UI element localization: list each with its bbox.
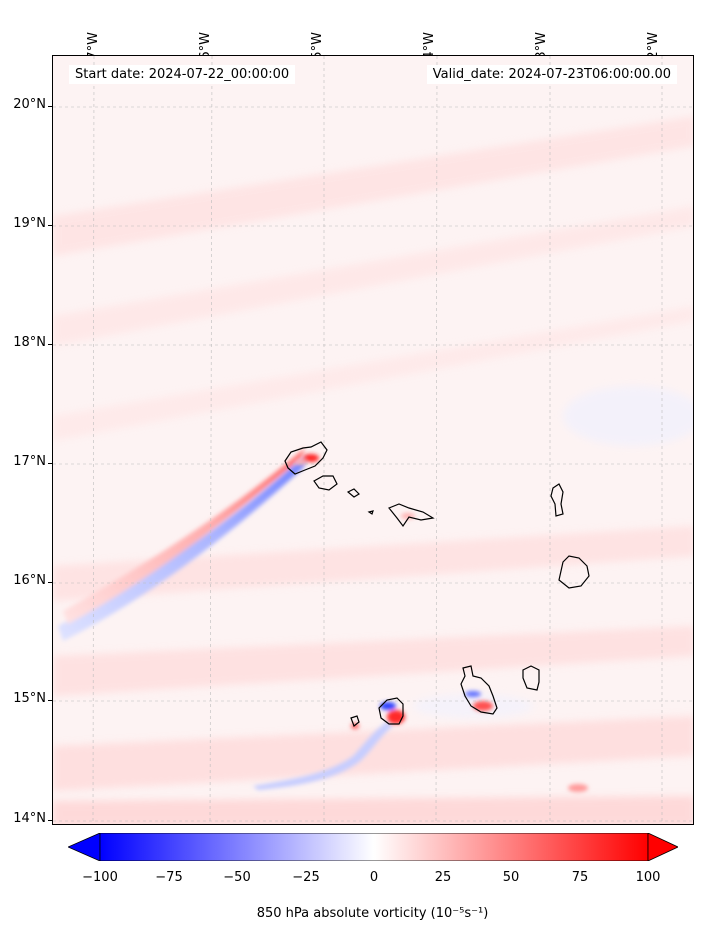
island-fogo [378, 697, 404, 725]
colorbar-tick-label: 75 [571, 870, 589, 885]
island-brava [350, 715, 360, 727]
lat-label-16n: 16°N [13, 573, 46, 588]
island-sao-nicolau [388, 503, 435, 528]
island-sal [550, 483, 564, 517]
colorbar-body [99, 833, 649, 861]
colorbar-title: 850 hPa absolute vorticity (10⁻⁵s⁻¹) [0, 906, 703, 921]
colorbar-tick-label: 0 [369, 870, 379, 885]
lat-label-17n: 17°N [13, 454, 46, 469]
lat-tick [48, 820, 52, 821]
lat-label-18n: 18°N [13, 335, 46, 350]
lat-tick [48, 106, 52, 107]
lat-tick [48, 344, 52, 345]
vorticity-south-wake [253, 721, 393, 790]
graticule [53, 56, 693, 824]
island-santo-antao [284, 441, 328, 475]
island-santiago [460, 665, 498, 715]
lat-label-15n: 15°N [13, 691, 46, 706]
island-boa-vista [558, 555, 590, 589]
vorticity-field [53, 56, 693, 824]
island-sao-vicente [313, 475, 338, 491]
colorbar-extend-max [647, 833, 678, 861]
coastlines [284, 441, 590, 727]
map-frame: Start date: 2024-07-22_00:00:00 Valid_da… [52, 55, 694, 825]
lat-tick [48, 463, 52, 464]
island-santa-luzia [346, 488, 360, 498]
colorbar [68, 833, 678, 861]
colorbar-title-units: (10⁻⁵s⁻¹) [430, 906, 489, 921]
island-maio [522, 665, 540, 691]
colorbar-tick-label: −100 [82, 870, 118, 885]
colorbar-tick-label: 100 [635, 870, 661, 885]
colorbar-tick-label: −50 [223, 870, 251, 885]
island-raso [367, 510, 374, 515]
colorbar-extend-min [68, 833, 101, 861]
field-bands [53, 116, 693, 824]
colorbar-tick-label: −25 [292, 870, 320, 885]
lat-tick [48, 225, 52, 226]
lat-label-19n: 19°N [13, 216, 46, 231]
vorticity-streak [58, 448, 308, 641]
colorbar-tick-label: −75 [155, 870, 183, 885]
start-date-label: Start date: 2024-07-22_00:00:00 [69, 65, 296, 84]
colorbar-tick-label: 50 [502, 870, 520, 885]
lat-label-20n: 20°N [13, 97, 46, 112]
lat-label-14n: 14°N [13, 811, 46, 826]
lat-tick [48, 700, 52, 701]
lat-tick [48, 582, 52, 583]
colorbar-tick-label: 25 [434, 870, 452, 885]
colorbar-title-text: 850 hPa absolute vorticity [256, 906, 427, 921]
valid-date-label: Valid_date: 2024-07-23T06:00:00.00 [426, 65, 677, 84]
